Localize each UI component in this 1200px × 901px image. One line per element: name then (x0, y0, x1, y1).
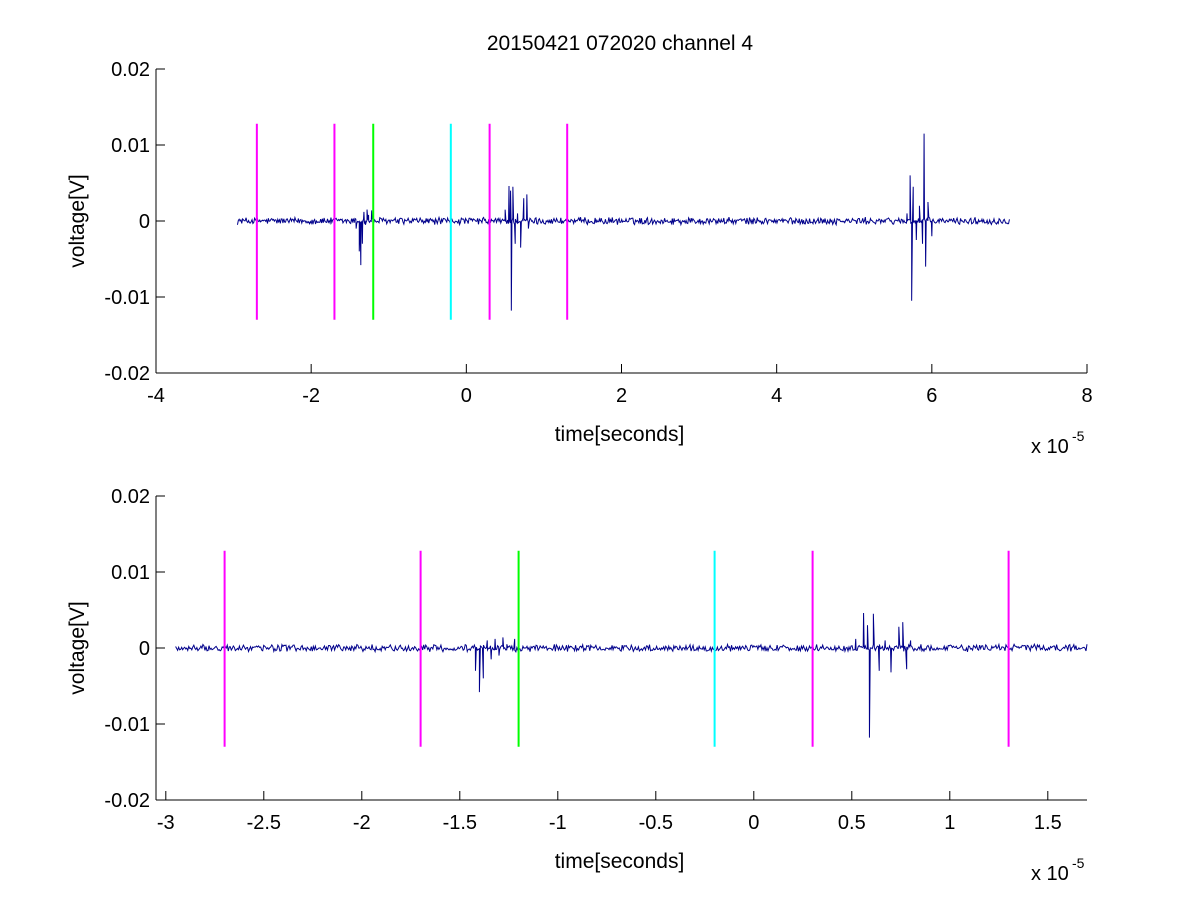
x-tick-label: 2 (616, 385, 627, 407)
y-tick-label: -0.02 (104, 790, 150, 812)
y-tick-label: 0.02 (111, 486, 150, 508)
x-exponent-power: -5 (1072, 855, 1085, 871)
x-tick-label: 1 (944, 812, 955, 834)
signal-series-line (175, 613, 1088, 738)
y-tick-label: 0.01 (111, 562, 150, 584)
y-tick-label: -0.02 (104, 363, 150, 385)
figure-title: 20150421 072020 channel 4 (487, 32, 754, 55)
x-exponent-label: x 10 (1031, 863, 1069, 885)
x-tick-label: -0.5 (639, 812, 673, 834)
x-tick-label: 4 (771, 385, 782, 407)
signal-series-line (236, 133, 1010, 311)
y-tick-label: -0.01 (104, 287, 150, 309)
x-axis-label: time[seconds] (555, 423, 685, 446)
y-axis-label: voltage[V] (66, 174, 89, 267)
x-tick-label: -2 (302, 385, 320, 407)
y-tick-label: 0 (139, 638, 150, 660)
y-tick-label: -0.01 (104, 714, 150, 736)
x-tick-label: 0.5 (838, 812, 866, 834)
x-axis-label: time[seconds] (555, 850, 685, 873)
x-tick-label: -1 (549, 812, 567, 834)
x-tick-label: -3 (157, 812, 175, 834)
x-tick-label: -4 (147, 385, 165, 407)
y-tick-label: 0.02 (111, 59, 150, 81)
x-tick-label: -1.5 (443, 812, 477, 834)
x-tick-label: 6 (926, 385, 937, 407)
x-tick-label: 1.5 (1034, 812, 1062, 834)
x-tick-label: 0 (748, 812, 759, 834)
x-exponent-label: x 10 (1031, 436, 1069, 458)
bottom-subplot: -0.02 -0.01 0 0.01 0.02 -3 -2.5 -2 -1.5 -1 -0.5 0 0.… (66, 486, 1088, 885)
x-tick-label: -2 (353, 812, 371, 834)
x-exponent-power: -5 (1072, 428, 1085, 444)
y-axis-label: voltage[V] (66, 601, 89, 694)
y-tick-label: 0 (139, 211, 150, 233)
x-tick-label: 0 (461, 385, 472, 407)
x-tick-label: -2.5 (247, 812, 281, 834)
top-subplot: -0.02 -0.01 0 0.01 0.02 -4 -2 0 2 4 6 8 time[seconds… (66, 59, 1093, 458)
y-tick-label: 0.01 (111, 135, 150, 157)
x-tick-label: 8 (1081, 385, 1092, 407)
